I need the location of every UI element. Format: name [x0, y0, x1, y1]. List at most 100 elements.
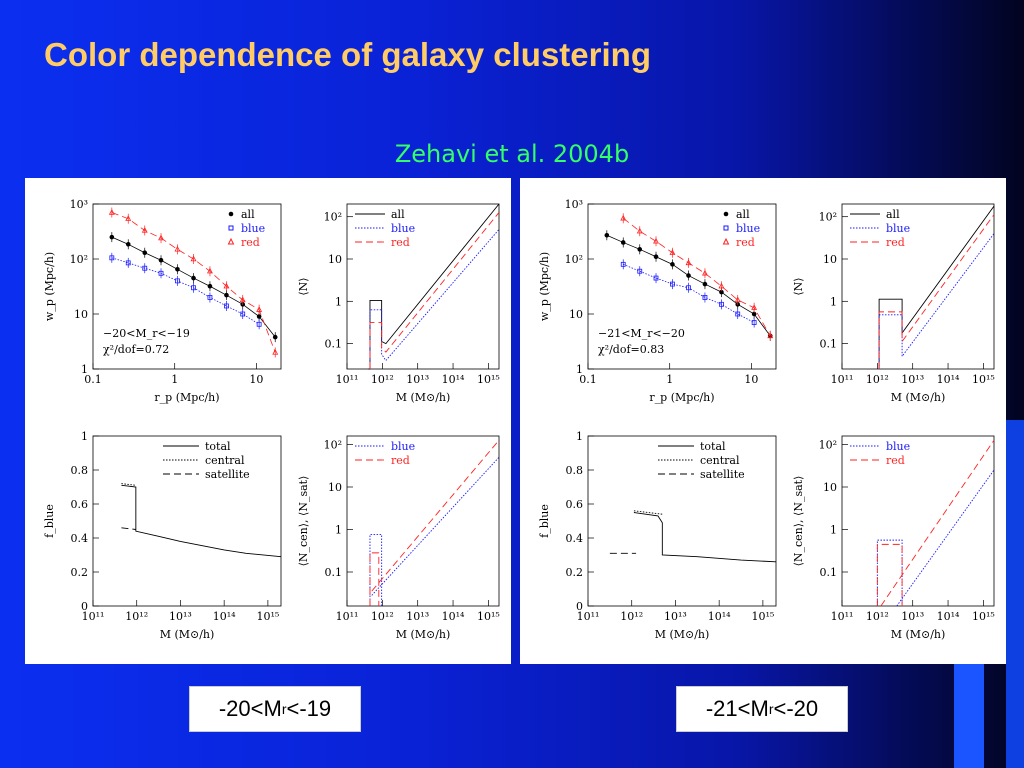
y-tick-label: 0.4 — [566, 532, 584, 545]
x-tick-label: 10¹⁴ — [442, 610, 465, 623]
point-red — [190, 255, 197, 262]
x-axis-label: M (M⊙/h) — [396, 628, 451, 641]
y-tick-label: 1 — [335, 295, 342, 308]
point-red — [206, 267, 213, 274]
point-blue — [191, 285, 196, 291]
legend-label: red — [886, 236, 905, 249]
annotation: χ²/dof=0.72 — [103, 343, 169, 356]
series-line-red — [878, 214, 995, 369]
x-tick-label: 10¹¹ — [336, 610, 359, 623]
x-tick-label: 10¹³ — [406, 373, 429, 386]
magnitude-label-right: -21<M r <-20 — [676, 686, 848, 732]
series-line-red — [622, 217, 771, 337]
y-tick-label: 1 — [81, 363, 88, 376]
axes-frame — [587, 203, 777, 370]
point-all — [637, 247, 643, 252]
y-tick-label: 10² — [565, 253, 583, 266]
x-tick-label: 10¹¹ — [82, 610, 105, 623]
legend-label: total — [700, 440, 726, 453]
figure-panel-right: 0.1 1 10 1 10 10² 10³ r_p (Mpc/h) w_p (Mpc/h) all… — [520, 178, 1006, 664]
annotation: −20<M_r<−19 — [103, 327, 190, 340]
x-tick-label: 10¹³ — [664, 610, 687, 623]
x-tick-label: 1 — [666, 373, 673, 386]
figure-panel-left: 0.1 1 10 1 10 10² 10³ r_p (Mpc/h) w_p (Mpc/h) all… — [25, 178, 511, 664]
point-red — [158, 234, 164, 241]
x-tick-label: 10¹¹ — [577, 610, 600, 623]
point-red — [669, 249, 676, 255]
y-tick-label: 0 — [576, 600, 583, 613]
y-tick-label: 0.6 — [566, 498, 584, 511]
point-red — [256, 306, 263, 312]
point-blue — [142, 265, 148, 271]
legend-label: all — [736, 208, 750, 221]
series-line-blue — [876, 539, 903, 606]
x-tick-label: 10¹² — [866, 373, 889, 386]
point-all — [604, 232, 610, 238]
y-tick-label: 10 — [569, 308, 583, 321]
y-tick-label: 0.2 — [566, 566, 584, 579]
x-tick-label: 10¹² — [371, 610, 394, 623]
point-all — [702, 281, 708, 287]
point-red — [751, 304, 758, 310]
magnitude-label-right-pre: -21<M — [705, 696, 769, 721]
series-line-satellite — [121, 527, 136, 530]
x-tick-label: 10¹⁵ — [751, 610, 774, 623]
magnitude-label-left: -20<M r <-19 — [189, 686, 361, 732]
x-tick-label: 1 — [171, 373, 178, 386]
legend-label: total — [205, 440, 231, 453]
point-red — [174, 245, 181, 252]
x-tick-label: 10¹¹ — [831, 610, 854, 623]
series-line-total — [633, 512, 777, 563]
legend-label: red — [736, 236, 755, 249]
point-all — [686, 273, 691, 278]
x-tick-label: 10¹¹ — [831, 373, 854, 386]
x-tick-label: 10¹⁴ — [937, 610, 960, 623]
y-tick-label: 0.6 — [71, 498, 89, 511]
y-tick-label: 0.4 — [71, 532, 89, 545]
y-tick-label: 10 — [823, 481, 837, 494]
point-red — [718, 282, 725, 289]
point-blue — [719, 301, 724, 307]
point-blue — [207, 295, 213, 300]
y-tick-label: 0 — [81, 600, 88, 613]
x-axis-label: M (M⊙/h) — [891, 628, 946, 641]
point-all — [256, 314, 262, 319]
point-all — [125, 242, 131, 247]
series-line-blue-sat — [896, 469, 995, 607]
point-red — [653, 237, 659, 244]
legend-label: all — [241, 208, 255, 221]
y-tick-label: 1 — [335, 524, 342, 537]
axes-frame — [346, 435, 500, 607]
legend-label: blue — [391, 222, 415, 235]
point-blue — [702, 295, 708, 300]
x-axis-label: M (M⊙/h) — [396, 391, 451, 404]
y-tick-label: 10² — [819, 211, 837, 224]
point-blue — [224, 303, 229, 309]
y-tick-label: 10³ — [70, 198, 88, 211]
y-tick-label: 0.2 — [71, 566, 89, 579]
x-axis-label: M (M⊙/h) — [655, 628, 710, 641]
point-all — [670, 262, 675, 267]
point-all — [272, 334, 278, 340]
point-all — [620, 240, 626, 245]
point-blue — [109, 255, 115, 261]
annotation: χ²/dof=0.83 — [598, 343, 664, 356]
legend-marker-blue — [228, 225, 234, 231]
point-blue — [637, 268, 643, 274]
series-line-blue-sat — [371, 456, 500, 596]
x-tick-label: 10¹³ — [901, 373, 924, 386]
point-all — [653, 254, 659, 260]
x-tick-label: 10¹⁵ — [477, 373, 500, 386]
point-red — [767, 332, 774, 339]
x-axis-label: r_p (Mpc/h) — [649, 391, 714, 404]
magnitude-label-left-sub: r — [281, 701, 287, 717]
magnitude-label-right-sub: r — [768, 701, 774, 717]
magnitude-label-right-post: <-20 — [773, 696, 819, 721]
point-all — [142, 250, 148, 256]
series-line-central — [121, 483, 136, 486]
x-tick-label: 10 — [744, 373, 758, 386]
y-tick-label: 10³ — [565, 198, 583, 211]
x-tick-label: 10¹² — [866, 610, 889, 623]
